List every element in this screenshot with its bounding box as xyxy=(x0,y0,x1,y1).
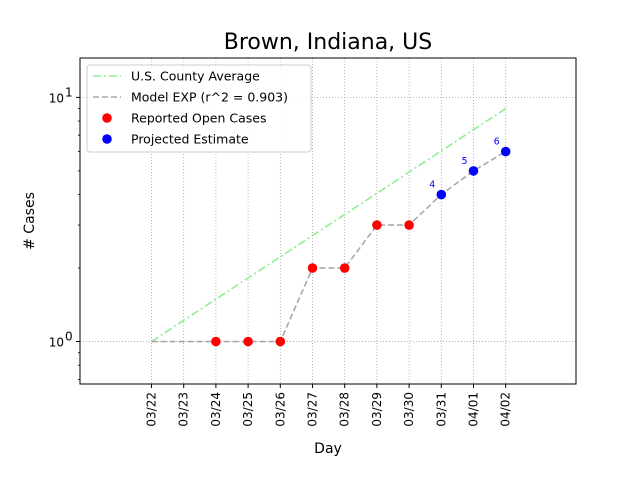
x-tick-label: 03/30 xyxy=(402,392,416,427)
y-tick-label: 10 xyxy=(49,336,64,350)
data-point xyxy=(404,220,414,230)
x-tick-label: 03/24 xyxy=(209,392,223,427)
x-tick-label: 03/28 xyxy=(338,392,352,427)
chart-title: Brown, Indiana, US xyxy=(224,30,433,55)
data-point xyxy=(275,336,286,347)
legend-label: U.S. County Average xyxy=(131,69,260,84)
series-line xyxy=(151,150,507,343)
plot-frame xyxy=(79,57,577,385)
legend-marker xyxy=(102,134,112,144)
data-point xyxy=(211,336,221,347)
x-tick-label: 03/29 xyxy=(370,392,384,427)
series-line xyxy=(151,107,507,343)
legend-marker xyxy=(102,113,112,123)
x-tick-label: 04/01 xyxy=(467,392,481,427)
data-point xyxy=(436,189,447,200)
data-point xyxy=(468,166,479,176)
x-tick-label: 04/02 xyxy=(499,392,513,427)
y-tick-exponent: 0 xyxy=(65,330,73,344)
data-point xyxy=(500,146,511,157)
y-tick-label: 10 xyxy=(49,91,64,105)
legend: U.S. County Average Model EXP (r^2 = 0.90… xyxy=(86,64,312,153)
point-label: 6 xyxy=(494,137,500,148)
legend-box xyxy=(86,64,312,153)
x-tick-label: 03/25 xyxy=(241,392,255,427)
axis-ticks: 03/22 03/23 03/24 03/25 03/26 03/27 03/28 03/29… xyxy=(49,85,513,426)
x-axis-label: Day xyxy=(314,441,342,457)
point-label: 5 xyxy=(461,156,467,167)
x-tick-label: 03/23 xyxy=(177,392,191,427)
series-layer: 4 5 6 xyxy=(151,107,511,347)
x-tick-label: 03/31 xyxy=(434,392,448,427)
data-point xyxy=(243,336,253,347)
point-label: 4 xyxy=(429,180,435,191)
legend-label: Model EXP (r^2 = 0.903) xyxy=(131,90,288,105)
legend-label: Projected Estimate xyxy=(131,132,249,147)
data-point xyxy=(339,263,350,273)
y-tick-exponent: 1 xyxy=(65,85,73,99)
x-tick-label: 03/27 xyxy=(306,392,320,427)
data-point xyxy=(307,263,318,273)
y-axis-label: # Cases xyxy=(22,192,38,250)
x-tick-label: 03/22 xyxy=(145,392,159,427)
x-tick-label: 03/26 xyxy=(273,392,287,427)
data-point xyxy=(372,220,382,230)
legend-label: Reported Open Cases xyxy=(131,111,267,126)
